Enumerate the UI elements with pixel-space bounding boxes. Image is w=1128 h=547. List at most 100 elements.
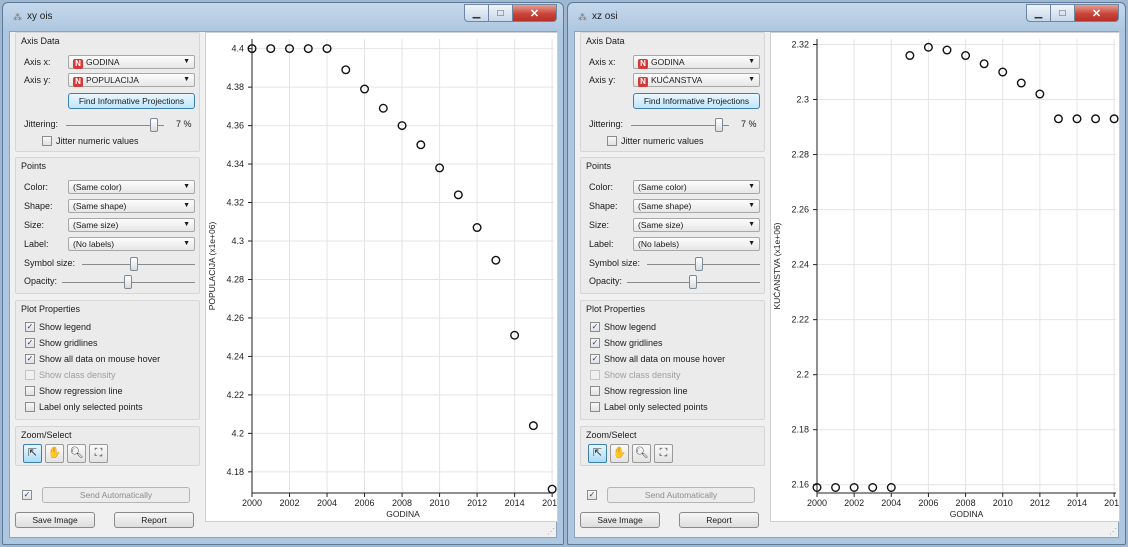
report-button[interactable]: Report [114, 512, 194, 528]
show-legend-checkbox[interactable]: ✓ [590, 322, 600, 332]
show-class-density-checkbox[interactable] [590, 370, 600, 380]
close-button[interactable]: ✕ [1075, 4, 1119, 22]
show-regression-checkbox[interactable] [25, 386, 35, 396]
numeric-variable-icon: N [73, 59, 83, 69]
opacity-slider-handle[interactable] [689, 275, 697, 289]
send-automatically-button[interactable]: Send Automatically [607, 487, 755, 503]
maximize-button[interactable]: □ [1051, 4, 1075, 22]
y-tick-label: 2.16 [791, 480, 809, 490]
label-selected-checkbox[interactable] [590, 402, 600, 412]
plot-area[interactable]: 4.18 4.2 4.22 4.24 4.26 4.28 4.3 4.32 4.34 4.36 4.… [205, 32, 562, 522]
shape-combo[interactable]: (Same shape) ▼ [633, 199, 760, 213]
jitter-numeric-checkbox[interactable] [42, 136, 52, 146]
jittering-slider-track[interactable] [66, 125, 164, 126]
scatter-plot[interactable]: 4.18 4.2 4.22 4.24 4.26 4.28 4.3 4.32 4.34 4.36 4.… [206, 33, 562, 521]
show-gridlines-label: Show gridlines [604, 338, 663, 348]
color-combo[interactable]: (Same color) ▼ [633, 180, 760, 194]
send-automatically-checkbox[interactable]: ✓ [587, 490, 597, 500]
zoom-tool-button[interactable]: 🔍︎ [632, 444, 651, 463]
x-tick-label: 2006 [918, 498, 938, 508]
report-button[interactable]: Report [679, 512, 759, 528]
show-gridlines-checkbox[interactable]: ✓ [25, 338, 35, 348]
reset-zoom-button[interactable]: ⛶ [654, 444, 673, 463]
select-tool-button[interactable]: ⇱ [588, 444, 607, 463]
y-tick-label: 2.28 [791, 150, 809, 160]
axis-y-combo[interactable]: N KUĆANSTVA ▼ [633, 73, 760, 87]
maximize-button[interactable]: □ [489, 4, 513, 22]
symbol-size-slider-handle[interactable] [695, 257, 703, 271]
size-combo[interactable]: (Same size) ▼ [68, 218, 195, 232]
title-bar[interactable]: ⁂ xz osi ▁ □ ✕ [568, 3, 1125, 31]
scatter-plot[interactable]: 2.16 2.18 2.2 2.22 2.24 2.26 2.28 2.3 2.32 2000 20… [771, 33, 1124, 521]
find-informative-projections-button[interactable]: Find Informative Projections [633, 93, 760, 109]
jittering-slider-handle[interactable] [715, 118, 723, 132]
pan-tool-button[interactable]: ✋ [45, 444, 64, 463]
jittering-slider-track[interactable] [631, 125, 729, 126]
axis-x-combo[interactable]: N GODINA ▼ [633, 55, 760, 69]
data-point [341, 65, 351, 75]
data-point [1016, 78, 1026, 88]
show-class-density-checkbox[interactable] [25, 370, 35, 380]
title-bar[interactable]: ⁂ xy ois ▁ □ ✕ [3, 3, 563, 31]
axis-x-combo[interactable]: N GODINA ▼ [68, 55, 195, 69]
symbol-size-slider-handle[interactable] [130, 257, 138, 271]
size-combo[interactable]: (Same size) ▼ [633, 218, 760, 232]
save-image-button[interactable]: Save Image [15, 512, 95, 528]
control-panel: Axis Data Axis x: N GODINA ▼ Axis y: N POPU… [10, 32, 205, 537]
send-automatically-button[interactable]: Send Automatically [42, 487, 190, 503]
minimize-button[interactable]: ▁ [464, 4, 489, 22]
axis-y-combo[interactable]: N POPULACIJA ▼ [68, 73, 195, 87]
maximize-icon: □ [497, 7, 504, 19]
label-value: (No labels) [638, 239, 680, 249]
send-automatically-checkbox[interactable]: ✓ [22, 490, 32, 500]
points-box: Points Color: (Same color) ▼ Shape: (Same… [580, 157, 765, 294]
show-regression-checkbox[interactable] [590, 386, 600, 396]
x-tick-label: 2006 [355, 498, 375, 508]
save-image-button[interactable]: Save Image [580, 512, 660, 528]
data-point [360, 84, 370, 94]
symbol-size-label: Symbol size: [589, 258, 641, 268]
x-tick-label: 2016 [1104, 498, 1119, 508]
x-tick-label: 2008 [956, 498, 976, 508]
show-all-data-checkbox[interactable]: ✓ [590, 354, 600, 364]
zoom-tool-button[interactable]: 🔍︎ [67, 444, 86, 463]
data-point [266, 44, 276, 54]
y-axis-title: POPULACIJA (x1e+06) [207, 222, 217, 311]
jittering-slider-handle[interactable] [150, 118, 158, 132]
symbol-size-slider-track[interactable] [647, 264, 760, 265]
show-legend-label: Show legend [39, 322, 92, 332]
data-point [285, 44, 295, 54]
chevron-down-icon: ▼ [183, 221, 190, 228]
show-all-data-checkbox[interactable]: ✓ [25, 354, 35, 364]
jitter-numeric-checkbox[interactable] [607, 136, 617, 146]
x-tick-label: 2008 [392, 498, 412, 508]
symbol-size-slider-track[interactable] [82, 264, 195, 265]
plot-properties-title: Plot Properties [21, 304, 81, 314]
opacity-slider-handle[interactable] [124, 275, 132, 289]
close-button[interactable]: ✕ [513, 4, 557, 22]
label-combo[interactable]: (No labels) ▼ [68, 237, 195, 251]
points-title: Points [21, 161, 47, 171]
chevron-down-icon: ▼ [183, 202, 190, 209]
select-tool-button[interactable]: ⇱ [23, 444, 42, 463]
show-all-data-label: Show all data on mouse hover [604, 354, 726, 364]
plot-area[interactable]: 2.16 2.18 2.2 2.22 2.24 2.26 2.28 2.3 2.32 2000 20… [770, 32, 1124, 522]
fullscreen-icon: ⛶ [659, 447, 668, 459]
minimize-button[interactable]: ▁ [1026, 4, 1051, 22]
show-gridlines-checkbox[interactable]: ✓ [590, 338, 600, 348]
data-point [979, 59, 989, 69]
axis-x-label: Axis x: [589, 57, 616, 67]
jittering-value: 7 % [176, 119, 192, 129]
label-combo[interactable]: (No labels) ▼ [633, 237, 760, 251]
resize-grip-icon[interactable]: ⋰ [1109, 527, 1117, 536]
reset-zoom-button[interactable]: ⛶ [89, 444, 108, 463]
show-legend-checkbox[interactable]: ✓ [25, 322, 35, 332]
chevron-down-icon: ▼ [748, 76, 755, 83]
find-informative-projections-button[interactable]: Find Informative Projections [68, 93, 195, 109]
pan-tool-button[interactable]: ✋ [610, 444, 629, 463]
label-selected-checkbox[interactable] [25, 402, 35, 412]
resize-grip-icon[interactable]: ⋰ [547, 527, 555, 536]
y-tick-label: 4.38 [226, 82, 244, 92]
color-combo[interactable]: (Same color) ▼ [68, 180, 195, 194]
shape-combo[interactable]: (Same shape) ▼ [68, 199, 195, 213]
